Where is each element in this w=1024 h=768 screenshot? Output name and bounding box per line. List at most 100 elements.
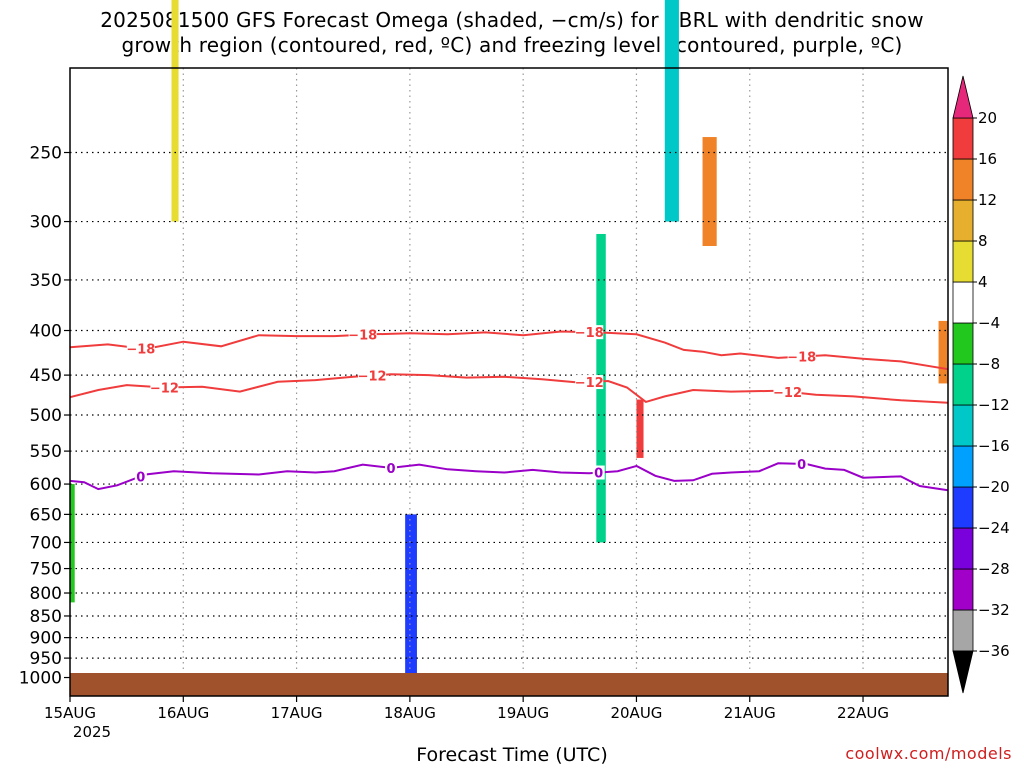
contour-label--18-2: −18 bbox=[575, 326, 604, 341]
y-tick-label-450: 450 bbox=[30, 366, 62, 386]
colorbar-bin-1 bbox=[952, 609, 974, 652]
colorbar-label-12: 12 bbox=[978, 191, 997, 209]
contour-line--18 bbox=[69, 330, 949, 371]
y-tick-label-650: 650 bbox=[30, 505, 62, 525]
colorbar-bin-8 bbox=[952, 322, 974, 365]
colorbar-label--4: −4 bbox=[978, 314, 1000, 332]
contour-label-bg-0-0 bbox=[134, 469, 147, 484]
plot-background bbox=[70, 68, 948, 696]
colorbar-bin-5 bbox=[952, 445, 974, 488]
colorbar-bin-6 bbox=[952, 404, 974, 447]
colorbar-label--36: −36 bbox=[978, 642, 1010, 660]
contour-label--12-3: −12 bbox=[773, 386, 802, 401]
contour-label-bg--12-0 bbox=[150, 380, 179, 395]
chart-title-line-2: growth region (contoured, red, ºC) and f… bbox=[121, 33, 903, 57]
omega-cell-6 bbox=[702, 137, 717, 246]
x-tick-label-16AUG: 16AUG bbox=[157, 704, 209, 722]
contour-label-bg--18-0 bbox=[126, 341, 155, 356]
contour-label--12-2: −12 bbox=[575, 376, 604, 391]
omega-cell-1 bbox=[171, 0, 179, 222]
omega-cell-5 bbox=[664, 0, 679, 222]
y-tick-label-750: 750 bbox=[30, 560, 62, 580]
contour-line-0 bbox=[69, 462, 949, 492]
omega-cell-7 bbox=[938, 320, 948, 384]
colorbar-label--32: −32 bbox=[978, 601, 1010, 619]
contour-label-bg--18-1 bbox=[348, 327, 377, 342]
contour-label-0-3: 0 bbox=[797, 458, 806, 473]
chart-title-line-1: 2025081500 GFS Forecast Omega (shaded, −… bbox=[100, 8, 924, 32]
contour-label-0-2: 0 bbox=[594, 467, 603, 482]
contour-label--12-0: −12 bbox=[150, 382, 179, 397]
omega-cell-0 bbox=[70, 484, 75, 603]
y-tick-label-350: 350 bbox=[30, 271, 62, 291]
contour-label-bg--12-3 bbox=[773, 384, 802, 399]
y-tick-label-400: 400 bbox=[30, 322, 62, 342]
plot-area bbox=[70, 68, 948, 696]
contour-label--18-1: −18 bbox=[348, 329, 377, 344]
omega-cell-2 bbox=[405, 514, 417, 678]
colorbar-label-4: 4 bbox=[978, 273, 988, 291]
y-tick-label-250: 250 bbox=[30, 144, 62, 164]
y-tick-label-600: 600 bbox=[30, 475, 62, 495]
y-axis-pressure: 2503003504004505005506006507007508008509… bbox=[19, 144, 70, 689]
source-credit: coolwx.com/models bbox=[845, 744, 1012, 763]
colorbar-label-20: 20 bbox=[978, 109, 997, 127]
y-tick-label-550: 550 bbox=[30, 442, 62, 462]
colorbar-label--12: −12 bbox=[978, 396, 1010, 414]
colorbar-top-arrow bbox=[952, 75, 974, 119]
contour-label-bg--12-1 bbox=[358, 368, 387, 383]
contour-label-bg--12-2 bbox=[575, 375, 604, 390]
y-tick-label-700: 700 bbox=[30, 533, 62, 553]
x-axis-title: Forecast Time (UTC) bbox=[416, 744, 608, 766]
contour-label--18-3: −18 bbox=[787, 351, 816, 366]
colorbar-label--20: −20 bbox=[978, 478, 1010, 496]
contour-label--12-1: −12 bbox=[358, 370, 387, 385]
colorbar-legend: −36 −32 −28 −24 −20 −16 −12 −8 −4 4 8 12 16 20 bbox=[952, 75, 1010, 694]
colorbar-bottom-arrow bbox=[952, 650, 974, 694]
plot-frame bbox=[69, 67, 949, 697]
colorbar-bin-4 bbox=[952, 486, 974, 529]
x-tick-label-18AUG: 18AUG bbox=[384, 704, 436, 722]
colorbar-bin-13 bbox=[952, 117, 974, 160]
colorbar-bin-7 bbox=[952, 363, 974, 406]
x-tick-label-19AUG: 19AUG bbox=[497, 704, 549, 722]
colorbar-label-8: 8 bbox=[978, 232, 988, 250]
contour-label-bg-0-1 bbox=[384, 460, 397, 475]
colorbar-bin-9 bbox=[952, 281, 974, 324]
y-tick-label-800: 800 bbox=[30, 584, 62, 604]
contour-label--18-0: −18 bbox=[126, 342, 155, 357]
x-tick-label-22AUG: 22AUG bbox=[837, 704, 889, 722]
x-tick-label-21AUG: 21AUG bbox=[724, 704, 776, 722]
colorbar-bin-3 bbox=[952, 527, 974, 570]
colorbar-label--24: −24 bbox=[978, 519, 1010, 537]
omega-cell-4 bbox=[636, 399, 644, 458]
colorbar-bin-12 bbox=[952, 158, 974, 201]
y-tick-label-850: 850 bbox=[30, 607, 62, 627]
contour-line--12 bbox=[69, 373, 949, 404]
y-tick-label-500: 500 bbox=[30, 406, 62, 426]
contour-label-bg-0-3 bbox=[795, 456, 808, 471]
colorbar-label-16: 16 bbox=[978, 150, 997, 168]
y-tick-label-1000: 1000 bbox=[19, 669, 62, 689]
x-tick-sublabel-year: 2025 bbox=[73, 723, 111, 741]
contour-label-bg--18-3 bbox=[787, 349, 816, 364]
colorbar-bin-10 bbox=[952, 240, 974, 283]
ground-surface bbox=[70, 673, 948, 696]
x-tick-label-17AUG: 17AUG bbox=[271, 704, 323, 722]
contour-lines: −18 −18 −18 −18 −12 −12 −12 −12 0 0 0 0 bbox=[69, 325, 949, 492]
contour-label-bg--18-2 bbox=[575, 325, 604, 340]
colorbar-bin-2 bbox=[952, 568, 974, 611]
x-tick-label-20AUG: 20AUG bbox=[610, 704, 662, 722]
contour-label-0-1: 0 bbox=[386, 462, 395, 477]
colorbar-label--28: −28 bbox=[978, 560, 1010, 578]
y-tick-label-900: 900 bbox=[30, 629, 62, 649]
y-tick-label-300: 300 bbox=[30, 213, 62, 233]
y-tick-label-950: 950 bbox=[30, 649, 62, 669]
contour-label-0-0: 0 bbox=[136, 470, 145, 485]
colorbar-label--8: −8 bbox=[978, 355, 1000, 373]
colorbar-label--16: −16 bbox=[978, 437, 1010, 455]
x-tick-label-15AUG: 15AUG bbox=[44, 704, 96, 722]
colorbar-bin-11 bbox=[952, 199, 974, 242]
